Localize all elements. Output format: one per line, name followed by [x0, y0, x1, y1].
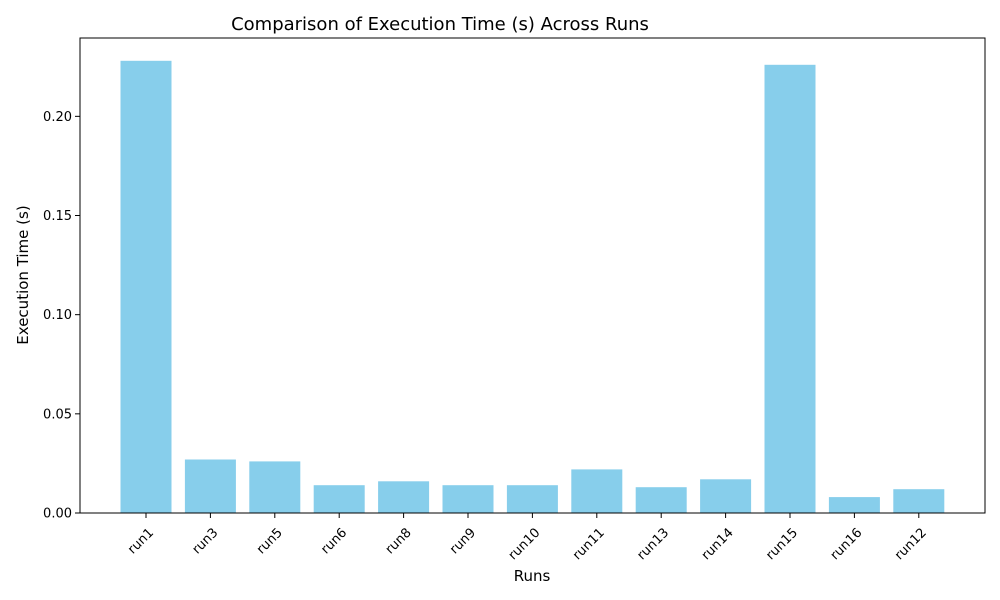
bar-run16 [828, 497, 880, 513]
bar-run3 [184, 459, 236, 513]
y-tick-label: 0.00 [43, 507, 72, 522]
x-axis-label: Runs [514, 567, 551, 585]
bar-run6 [313, 485, 365, 513]
x-tick-label-run3: run3 [190, 525, 222, 557]
bars-group [120, 60, 945, 514]
chart-title: Comparison of Execution Time (s) Across … [231, 14, 649, 35]
x-tick-label-run15: run15 [763, 525, 801, 563]
x-tick-label-run1: run1 [125, 525, 157, 557]
x-tick-label-run16: run16 [828, 525, 866, 563]
y-tick-label: 0.10 [43, 308, 72, 323]
bar-run9 [442, 485, 494, 513]
x-axis: run1 run3 run5 run6 run8 run9 run10 run11 run13 r… [125, 513, 930, 563]
bar-run12 [893, 489, 945, 513]
bar-run8 [378, 481, 430, 513]
x-tick-label-run13: run13 [635, 525, 673, 563]
y-tick-label: 0.05 [43, 407, 72, 422]
bar-run11 [571, 469, 623, 513]
x-tick-label-run12: run12 [892, 525, 930, 563]
x-tick-label-run10: run10 [506, 525, 544, 563]
bar-run14 [700, 479, 752, 513]
bar-run15 [764, 64, 816, 514]
y-axis-label: Execution Time (s) [14, 205, 32, 344]
y-tick-label: 0.15 [43, 209, 72, 224]
x-tick-label-run14: run14 [699, 525, 737, 563]
y-tick-label: 0.20 [43, 110, 72, 125]
plot-frame [79, 37, 986, 514]
x-tick-label-run5: run5 [254, 525, 286, 557]
x-tick-label-run6: run6 [318, 525, 350, 557]
x-tick-label-run9: run9 [447, 525, 479, 557]
bar-run5 [249, 461, 301, 513]
x-tick-label-run8: run8 [383, 525, 415, 557]
y-axis: 0.00 0.05 0.10 0.15 0.20 [43, 110, 80, 522]
bar-run13 [635, 487, 687, 513]
bar-run1 [120, 60, 172, 514]
x-tick-label-run11: run11 [570, 525, 608, 563]
bar-run10 [506, 485, 558, 513]
